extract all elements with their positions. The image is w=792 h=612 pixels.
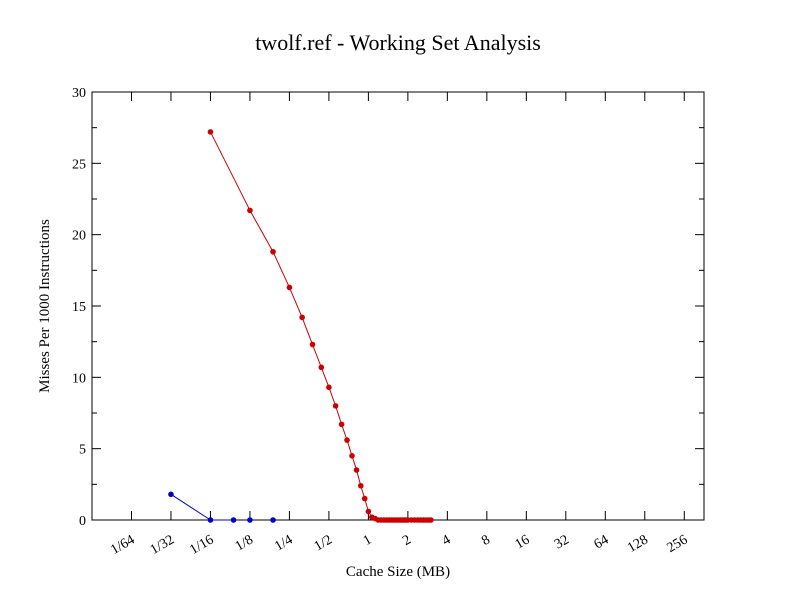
series-1-point (286, 284, 293, 291)
series-1-segment (312, 344, 322, 368)
y-tick-label: 10 (72, 371, 86, 386)
y-tick-label: 30 (72, 86, 86, 101)
series-1-point (270, 248, 276, 255)
y-tick-label: 25 (72, 157, 86, 172)
y-tick-label: 5 (79, 443, 86, 458)
series-1-segment (320, 367, 330, 388)
series-1-segment (328, 387, 337, 407)
series-1-segment (301, 317, 313, 345)
series-1-point (349, 453, 355, 459)
series-1-segment (272, 251, 290, 288)
series-1-point (353, 467, 360, 473)
series-0-point (207, 517, 214, 523)
series-0-point (247, 517, 253, 523)
x-tick-label: 32 (552, 532, 572, 552)
series-1-point (309, 341, 316, 348)
series-1 (207, 129, 434, 523)
series-0-segment (170, 493, 211, 521)
series-1-segment (335, 405, 343, 425)
y-tick-label: 15 (72, 300, 86, 315)
y-axis-label: Misses Per 1000 Instructions (37, 219, 53, 393)
series-1-point (357, 482, 364, 489)
series-1-point (207, 129, 214, 135)
series-1-point (338, 421, 345, 428)
series-0-point (168, 491, 174, 498)
series-1-point (428, 517, 434, 523)
y-tick-label: 20 (72, 229, 86, 244)
chart-title: twolf.ref - Working Set Analysis (255, 30, 541, 55)
series-0-point (270, 517, 276, 523)
x-axis-label: Cache Size (MB) (346, 564, 450, 580)
series-1-point (332, 403, 339, 409)
series-1-point (361, 495, 368, 502)
series-1-point (299, 314, 305, 321)
series-0 (168, 491, 276, 523)
y-tick-label: 0 (79, 514, 86, 529)
series-0-point (230, 517, 237, 523)
series-1-segment (210, 131, 251, 211)
series-1-point (326, 384, 332, 391)
series-1-segment (249, 210, 274, 253)
series-layer (168, 129, 434, 523)
series-1-point (318, 364, 325, 371)
series-1-point (247, 207, 253, 214)
series-1-segment (288, 287, 303, 318)
x-tick-label: 16 (513, 532, 533, 552)
series-1-point (365, 508, 372, 515)
series-1-point (344, 437, 350, 443)
y-axis: 0 5 10 15 20 25 30 (72, 86, 704, 529)
x-tick-label: 64 (592, 532, 612, 552)
